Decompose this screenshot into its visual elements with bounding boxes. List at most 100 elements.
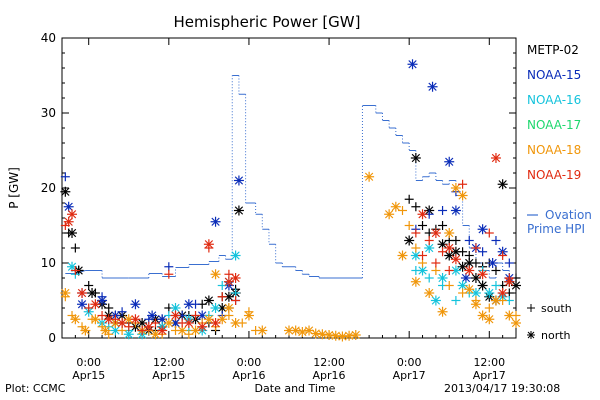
star-d2 (224, 303, 234, 313)
north-point-noaa-18 (410, 276, 421, 287)
legend-entry-noaa-17: NOAA-17 (527, 118, 581, 132)
south-point-noaa-19 (484, 228, 494, 238)
north-point-metp-02 (233, 205, 244, 216)
star-d2 (178, 326, 187, 335)
star-d2 (218, 303, 227, 313)
star-d2 (478, 270, 487, 279)
x-tick-label-date: Apr15 (72, 369, 105, 382)
star-d2 (425, 243, 434, 253)
star-d2 (338, 332, 347, 341)
south-point-noaa-19 (418, 251, 428, 260)
star-d2 (445, 243, 454, 253)
star-d2 (391, 202, 400, 211)
north-point-noaa-18 (163, 318, 174, 328)
north-point-noaa-15 (147, 310, 158, 321)
south-point-metp-02 (491, 266, 501, 275)
data-markers (60, 59, 521, 342)
north-point-noaa-19 (197, 321, 208, 332)
star-d2 (244, 311, 254, 320)
north-point-noaa-18 (337, 331, 348, 342)
star-d2 (485, 288, 494, 298)
star-d2 (451, 206, 461, 215)
plot-frame (61, 37, 517, 339)
star-d2 (211, 318, 220, 328)
star-d2 (418, 266, 427, 275)
star-d2 (124, 330, 133, 339)
star-d2 (478, 225, 487, 234)
star-d2 (191, 326, 200, 335)
south-point-noaa-15 (60, 172, 70, 182)
south-point-noaa-19 (191, 311, 201, 320)
marker-legend-north: north (541, 329, 571, 342)
star-d2 (411, 251, 421, 260)
north-point-noaa-15 (444, 156, 455, 167)
south-point-noaa-15 (464, 236, 474, 245)
north-point-noaa-19 (497, 288, 508, 298)
star-d2 (304, 326, 314, 335)
legend-entry-noaa-19: NOAA-19 (527, 168, 581, 182)
star-d2 (157, 326, 167, 335)
north-point-noaa-18 (344, 330, 355, 341)
star-d2 (71, 315, 80, 324)
north-point-noaa-18 (243, 310, 254, 321)
star-d2 (224, 292, 234, 301)
south-point-noaa-19 (431, 258, 441, 268)
star-d2 (451, 255, 461, 264)
star-d2 (465, 258, 474, 268)
x-tick-label-time: 0:00 (76, 356, 101, 369)
footer-right-timestamp: 2013/04/17 19:30:08 (444, 382, 560, 395)
star-d2 (411, 153, 421, 163)
star-d2 (491, 153, 501, 163)
x-tick-label-time: 0:00 (237, 356, 262, 369)
south-point-metp-02 (451, 236, 461, 245)
plot-area: 0102030400:00Apr1512:00Apr150:00Apr1612:… (41, 31, 517, 382)
south-point-noaa-19 (471, 243, 481, 253)
north-point-noaa-18 (324, 330, 335, 340)
star-d2 (87, 288, 97, 298)
north-point-metp-02 (67, 228, 78, 238)
legend-entry-noaa-15: NOAA-15 (527, 68, 581, 82)
star-d2 (311, 329, 320, 338)
north-point-noaa-15 (450, 205, 461, 216)
star-d2 (67, 228, 77, 238)
north-point-noaa-18 (297, 327, 308, 337)
south-point-noaa-16 (424, 273, 434, 283)
star-d2 (498, 180, 507, 189)
x-tick-label-date: Apr17 (393, 369, 426, 382)
north-point-noaa-18 (484, 314, 495, 325)
north-point-noaa-18 (90, 314, 101, 325)
star-d2 (445, 251, 454, 260)
south-point-noaa-18 (444, 281, 454, 290)
star-d2 (218, 315, 227, 324)
north-point-noaa-15 (477, 224, 488, 235)
north-point-noaa-18 (317, 329, 328, 340)
star-d2 (258, 326, 267, 335)
north-point-metp-02 (203, 295, 214, 306)
south-point-noaa-18 (484, 303, 494, 313)
north-point-noaa-19 (210, 318, 221, 328)
north-point-noaa-18 (290, 325, 301, 336)
star-d2 (131, 300, 140, 309)
north-point-noaa-18 (350, 330, 361, 340)
star-d2 (324, 330, 334, 340)
north-point-noaa-16 (430, 295, 441, 306)
south-point-noaa-15 (491, 236, 501, 245)
star-d2 (234, 176, 244, 185)
star-d2 (291, 326, 300, 335)
star-d2 (171, 303, 180, 313)
star-d2 (478, 311, 487, 320)
north-point-noaa-19 (464, 265, 475, 276)
star-d2 (137, 318, 147, 328)
star-d2 (284, 326, 294, 335)
star-d2 (505, 277, 514, 286)
star-d2 (211, 270, 220, 279)
star-d2 (64, 202, 73, 211)
legend-entry-noaa-16: NOAA-16 (527, 93, 581, 107)
star-d2 (451, 247, 461, 256)
star-d2 (91, 315, 100, 324)
star-d2 (458, 191, 467, 200)
south-point-metp-02 (404, 194, 414, 204)
south-point-metp-02 (438, 221, 448, 230)
north-point-metp-02 (410, 153, 421, 163)
